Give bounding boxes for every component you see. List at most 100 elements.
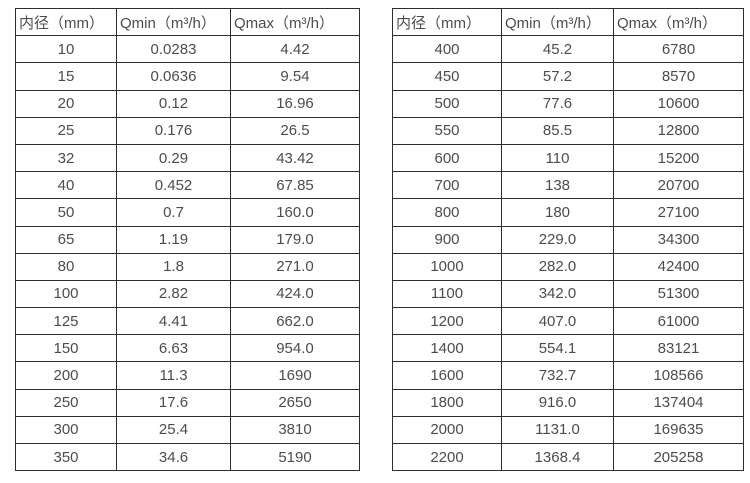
cell-qmax: 137404 xyxy=(613,388,744,417)
cell-diameter: 350 xyxy=(15,442,117,472)
cell-qmin: 4.41 xyxy=(116,307,231,336)
table-row: 40 0.452 67.85 xyxy=(15,171,360,200)
cell-qmin: 0.12 xyxy=(116,89,231,118)
cell-diameter: 15 xyxy=(15,62,117,91)
flow-table-large-diameters: 内径（mm） Qmin（m³/h） Qmax（m³/h） 400 45.2 67… xyxy=(392,7,744,472)
cell-qmax: 271.0 xyxy=(230,252,360,281)
cell-qmin: 0.7 xyxy=(116,198,231,227)
cell-qmin: 1131.0 xyxy=(501,415,614,445)
header-row: 内径（mm） Qmin（m³/h） Qmax（m³/h） xyxy=(15,7,360,37)
cell-qmin: 17.6 xyxy=(116,388,231,417)
table-row: 150 6.63 954.0 xyxy=(15,334,360,363)
cell-qmax: 16.96 xyxy=(230,89,360,118)
table-row: 250 17.6 2650 xyxy=(15,388,360,417)
table-row: 15 0.0636 9.54 xyxy=(15,62,360,91)
cell-diameter: 65 xyxy=(15,225,117,254)
cell-qmax: 4.42 xyxy=(230,35,360,64)
table-row: 2000 1131.0 169635 xyxy=(392,415,744,445)
table-row: 80 1.8 271.0 xyxy=(15,252,360,281)
table-row: 1800 916.0 137404 xyxy=(392,388,744,417)
cell-qmin: 85.5 xyxy=(501,116,614,145)
cell-qmin: 6.63 xyxy=(116,334,231,363)
header-row: 内径（mm） Qmin（m³/h） Qmax（m³/h） xyxy=(392,7,744,37)
table-row: 300 25.4 3810 xyxy=(15,415,360,445)
table-row: 32 0.29 43.42 xyxy=(15,143,360,173)
table-row: 600 110 15200 xyxy=(392,143,744,173)
header-diameter: 内径（mm） xyxy=(392,7,502,37)
cell-qmax: 34300 xyxy=(613,225,744,254)
cell-diameter: 150 xyxy=(15,334,117,363)
cell-diameter: 200 xyxy=(15,361,117,390)
cell-qmin: 110 xyxy=(501,143,614,173)
cell-qmin: 1.8 xyxy=(116,252,231,281)
cell-diameter: 700 xyxy=(392,171,502,200)
cell-qmax: 179.0 xyxy=(230,225,360,254)
cell-diameter: 40 xyxy=(15,171,117,200)
cell-diameter: 1100 xyxy=(392,279,502,309)
cell-diameter: 1600 xyxy=(392,361,502,390)
cell-diameter: 80 xyxy=(15,252,117,281)
cell-qmax: 10600 xyxy=(613,89,744,118)
header-qmin: Qmin（m³/h） xyxy=(116,7,231,37)
table-row: 700 138 20700 xyxy=(392,171,744,200)
cell-qmax: 42400 xyxy=(613,252,744,281)
cell-qmax: 83121 xyxy=(613,334,744,363)
cell-qmax: 6780 xyxy=(613,35,744,64)
cell-diameter: 100 xyxy=(15,279,117,309)
table-row: 20 0.12 16.96 xyxy=(15,89,360,118)
table-row: 65 1.19 179.0 xyxy=(15,225,360,254)
cell-qmin: 25.4 xyxy=(116,415,231,445)
cell-qmin: 0.29 xyxy=(116,143,231,173)
table-row: 350 34.6 5190 xyxy=(15,442,360,472)
cell-diameter: 250 xyxy=(15,388,117,417)
cell-qmin: 554.1 xyxy=(501,334,614,363)
table-row: 50 0.7 160.0 xyxy=(15,198,360,227)
cell-diameter: 400 xyxy=(392,35,502,64)
cell-qmin: 407.0 xyxy=(501,307,614,336)
cell-qmin: 11.3 xyxy=(116,361,231,390)
cell-qmin: 342.0 xyxy=(501,279,614,309)
table-row: 100 2.82 424.0 xyxy=(15,279,360,309)
cell-qmax: 15200 xyxy=(613,143,744,173)
cell-qmin: 229.0 xyxy=(501,225,614,254)
cell-qmax: 160.0 xyxy=(230,198,360,227)
table-row: 1100 342.0 51300 xyxy=(392,279,744,309)
cell-qmax: 61000 xyxy=(613,307,744,336)
table-row: 400 45.2 6780 xyxy=(392,35,744,64)
cell-qmax: 108566 xyxy=(613,361,744,390)
header-qmax: Qmax（m³/h） xyxy=(230,7,360,37)
cell-diameter: 1200 xyxy=(392,307,502,336)
cell-diameter: 1800 xyxy=(392,388,502,417)
cell-qmax: 43.42 xyxy=(230,143,360,173)
cell-qmin: 0.176 xyxy=(116,116,231,145)
cell-qmax: 51300 xyxy=(613,279,744,309)
table-row: 1400 554.1 83121 xyxy=(392,334,744,363)
cell-diameter: 900 xyxy=(392,225,502,254)
table-row: 1000 282.0 42400 xyxy=(392,252,744,281)
cell-qmin: 282.0 xyxy=(501,252,614,281)
cell-diameter: 1000 xyxy=(392,252,502,281)
table-row: 500 77.6 10600 xyxy=(392,89,744,118)
cell-qmin: 1.19 xyxy=(116,225,231,254)
cell-qmin: 138 xyxy=(501,171,614,200)
cell-diameter: 20 xyxy=(15,89,117,118)
cell-diameter: 450 xyxy=(392,62,502,91)
cell-qmin: 77.6 xyxy=(501,89,614,118)
table-row: 200 11.3 1690 xyxy=(15,361,360,390)
cell-qmin: 916.0 xyxy=(501,388,614,417)
cell-qmin: 1368.4 xyxy=(501,442,614,472)
cell-qmax: 20700 xyxy=(613,171,744,200)
table-row: 10 0.0283 4.42 xyxy=(15,35,360,64)
cell-diameter: 300 xyxy=(15,415,117,445)
cell-qmin: 45.2 xyxy=(501,35,614,64)
cell-qmax: 2650 xyxy=(230,388,360,417)
cell-qmax: 662.0 xyxy=(230,307,360,336)
header-qmax: Qmax（m³/h） xyxy=(613,7,744,37)
cell-diameter: 25 xyxy=(15,116,117,145)
cell-diameter: 32 xyxy=(15,143,117,173)
cell-qmin: 732.7 xyxy=(501,361,614,390)
cell-qmin: 34.6 xyxy=(116,442,231,472)
cell-diameter: 600 xyxy=(392,143,502,173)
table-row: 1600 732.7 108566 xyxy=(392,361,744,390)
cell-diameter: 800 xyxy=(392,198,502,227)
